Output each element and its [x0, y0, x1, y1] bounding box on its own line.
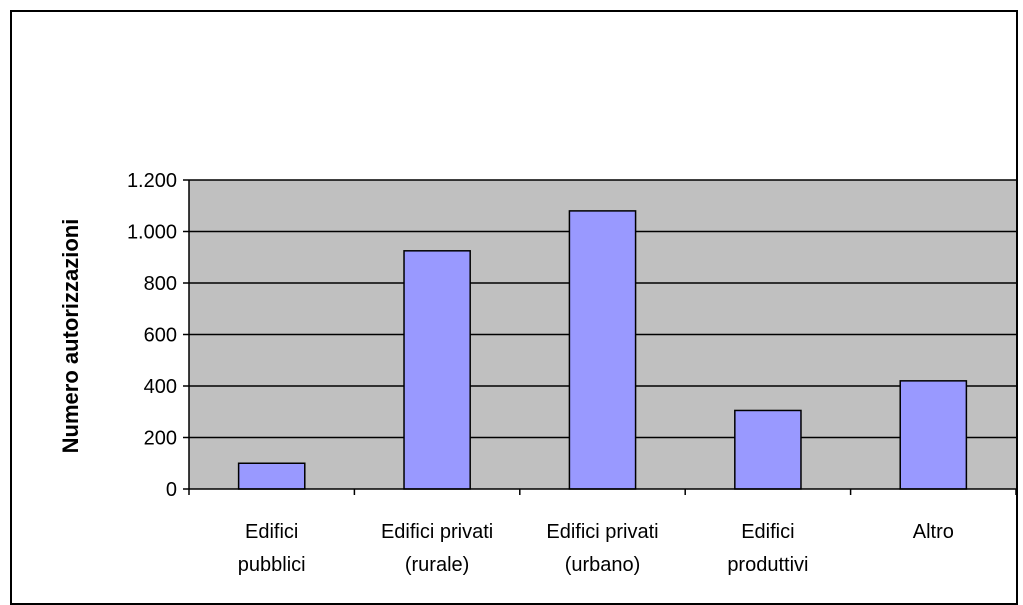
y-tick-label: 0: [166, 479, 177, 501]
y-axis-title: Numero autorizzazioni: [58, 219, 83, 454]
x-category-label: Edifici privati (rurale): [381, 521, 493, 576]
y-tick-label: 1.200: [127, 170, 177, 192]
x-category-label: Edifici produttivi: [727, 521, 808, 576]
bar: [568, 210, 637, 490]
x-category-label: Edifici privati (urbano): [546, 521, 658, 576]
bars: [237, 210, 968, 490]
x-category-label: Altro: [913, 521, 954, 543]
bar: [899, 380, 968, 490]
y-tick-label: 600: [144, 325, 177, 347]
bar: [237, 462, 306, 490]
y-tick-label: 200: [144, 428, 177, 450]
y-tick-label: 800: [144, 273, 177, 295]
axes: [183, 179, 1017, 495]
y-tick-label: 400: [144, 376, 177, 398]
y-tick-label: 1.000: [127, 222, 177, 244]
bar: [734, 409, 802, 490]
labels: 0 200 400 600 800 1.000 1.200 Edifici pubblici Ed…: [127, 170, 954, 576]
bar: [403, 250, 471, 490]
x-category-label: Edifici pubblici: [238, 521, 306, 576]
